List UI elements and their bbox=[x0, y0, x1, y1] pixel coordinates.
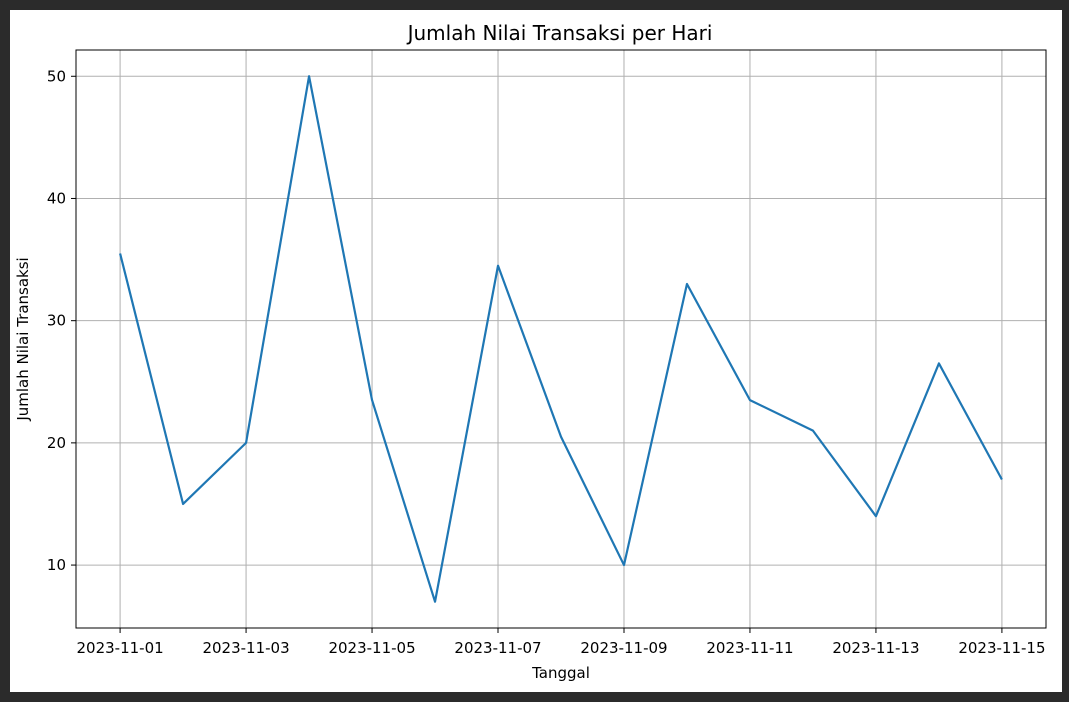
x-tick-label: 2023-11-03 bbox=[202, 639, 289, 657]
x-tick-label: 2023-11-13 bbox=[832, 639, 919, 657]
y-tick-label: 20 bbox=[47, 434, 66, 452]
plot-area-frame bbox=[75, 49, 1047, 629]
x-axis-label: Tanggal bbox=[531, 664, 590, 682]
chart-frame: Jumlah Nilai Transaksi per Hari 2023-11-… bbox=[10, 10, 1062, 692]
y-tick-label: 40 bbox=[47, 189, 66, 207]
x-tick-label: 2023-11-11 bbox=[706, 639, 793, 657]
axis-ticks: 2023-11-01 2023-11-03 2023-11-05 2023-11-07… bbox=[47, 67, 1046, 657]
series-group bbox=[119, 75, 1003, 603]
x-tick-label: 2023-11-15 bbox=[958, 639, 1045, 657]
y-tick-label: 30 bbox=[47, 312, 66, 330]
x-tick-label: 2023-11-05 bbox=[328, 639, 415, 657]
y-tick-label: 10 bbox=[47, 556, 66, 574]
x-tick-label: 2023-11-09 bbox=[580, 639, 667, 657]
x-tick-label: 2023-11-07 bbox=[454, 639, 541, 657]
y-axis-label: Jumlah Nilai Transaksi bbox=[14, 257, 32, 421]
grid-lines bbox=[76, 50, 1046, 628]
chart-title: Jumlah Nilai Transaksi per Hari bbox=[406, 21, 713, 45]
x-tick-label: 2023-11-01 bbox=[76, 639, 163, 657]
y-tick-label: 50 bbox=[47, 67, 66, 85]
series-line bbox=[119, 75, 1003, 603]
line-chart: Jumlah Nilai Transaksi per Hari 2023-11-… bbox=[14, 21, 1047, 682]
